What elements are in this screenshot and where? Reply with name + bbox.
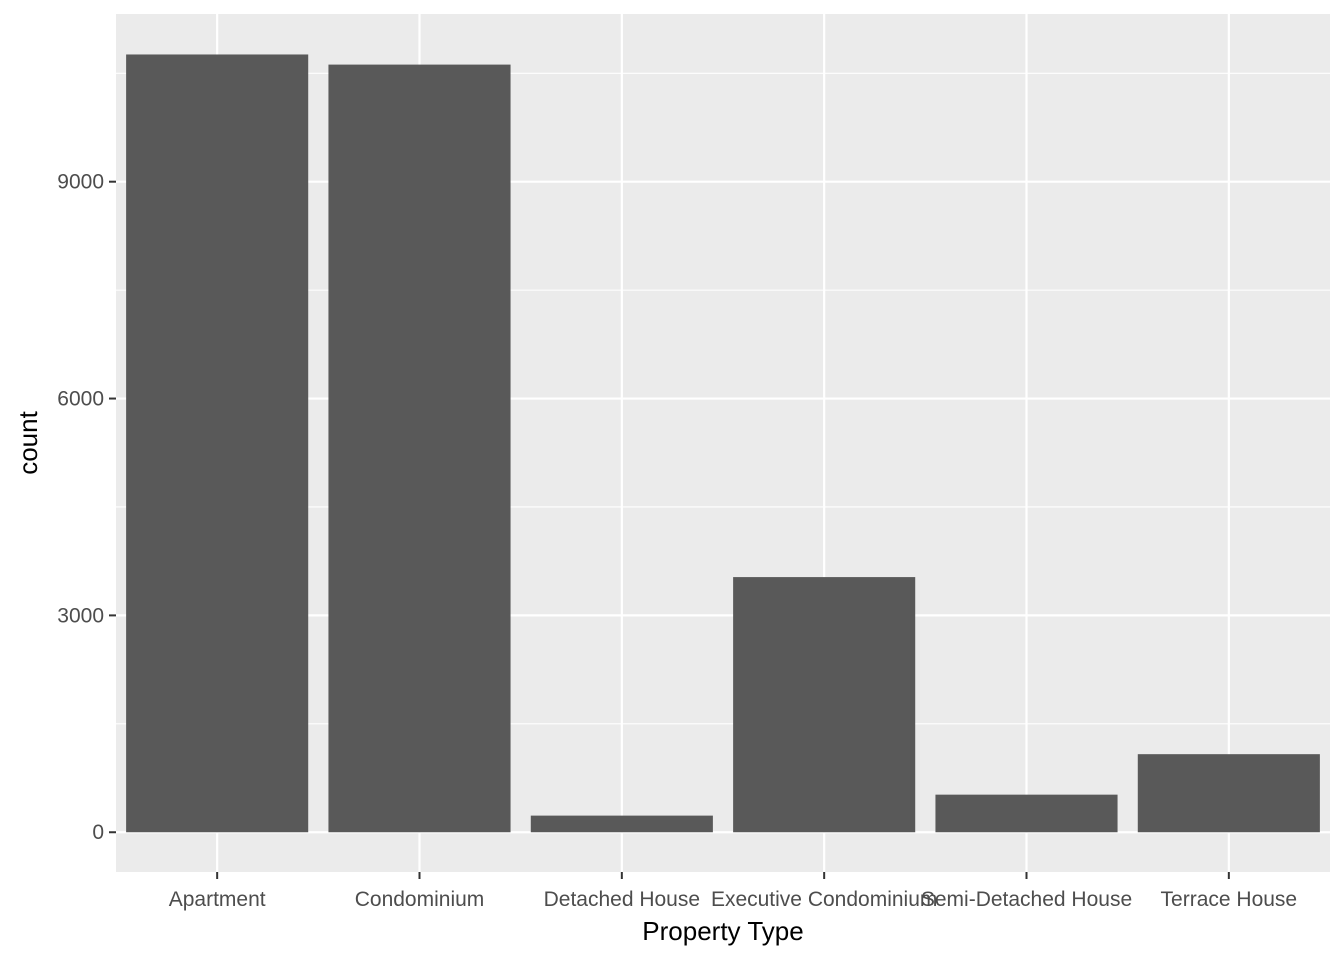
x-tick-label: Semi-Detached House	[921, 888, 1132, 911]
x-tick-label: Detached House	[544, 888, 700, 911]
y-tick-label: 6000	[57, 388, 104, 411]
bar-executive-condominium	[733, 577, 916, 833]
x-axis-title: Property Type	[642, 916, 803, 946]
y-tick-label: 0	[92, 821, 104, 844]
bar-semi-detached-house	[935, 794, 1118, 833]
x-tick-label: Apartment	[169, 888, 266, 911]
bars	[126, 54, 1320, 833]
y-tick-label: 3000	[57, 604, 104, 627]
bar-condominium	[328, 64, 511, 833]
x-tick-label: Condominium	[355, 888, 485, 911]
bar-apartment	[126, 54, 309, 833]
x-tick-label: Terrace House	[1161, 888, 1298, 911]
y-tick-label: 9000	[57, 171, 104, 194]
x-tick-label: Executive Condominium	[711, 888, 937, 911]
plot-panel	[116, 14, 1330, 872]
minor-gridlines	[116, 72, 1330, 725]
y-axis-ticks: 0 3000 6000 9000	[57, 171, 116, 844]
y-axis-title: count	[13, 410, 43, 474]
bar-detached-house	[530, 815, 713, 833]
bar-terrace-house	[1137, 754, 1320, 833]
x-axis-ticks: Apartment Condominium Detached House Execut…	[169, 872, 1297, 911]
